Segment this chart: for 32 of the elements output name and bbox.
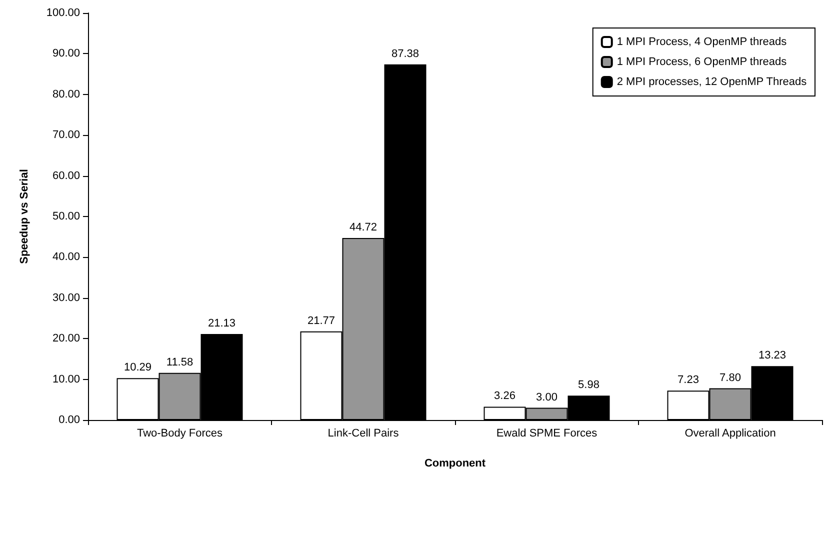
- x-tick-label: Link-Cell Pairs: [328, 428, 400, 440]
- y-tick-label: 30.00: [52, 292, 80, 304]
- x-tick-label: Two-Body Forces: [136, 428, 224, 440]
- y-tick-label: 90.00: [52, 48, 80, 60]
- x-tick-label: Ewald SPME Forces: [496, 428, 598, 440]
- data-label: 13.23: [758, 350, 786, 362]
- data-label: 21.13: [208, 318, 236, 330]
- y-tick-label: 100.00: [46, 7, 80, 19]
- data-label: 11.58: [166, 356, 194, 368]
- y-tick-label: 10.00: [52, 373, 80, 386]
- y-tick-label: 50.00: [52, 210, 80, 222]
- data-label: 7.23: [678, 374, 699, 386]
- data-label: 44.72: [349, 221, 378, 234]
- data-label: 5.98: [578, 379, 600, 392]
- y-tick-label: 40.00: [52, 251, 80, 264]
- y-tick-label: 0.00: [58, 414, 80, 426]
- legend-label: 1 MPI Process, 4 OpenMP threads: [616, 36, 788, 48]
- y-tick-label: 20.00: [52, 332, 80, 345]
- data-label: 3.00: [536, 391, 558, 404]
- data-label: 87.38: [391, 48, 420, 60]
- y-tick-label: 80.00: [52, 88, 80, 100]
- data-label: 7.80: [720, 372, 741, 384]
- data-label: 10.29: [124, 362, 152, 374]
- data-label: 3.26: [494, 390, 516, 402]
- x-axis-title: Component: [424, 458, 486, 470]
- y-tick-label: 70.00: [52, 129, 80, 142]
- x-tick-label: Overall Application: [684, 428, 776, 440]
- data-label: 21.77: [307, 314, 336, 327]
- legend-label: 1 MPI Process, 6 OpenMP threads: [616, 56, 788, 68]
- y-tick-label: 60.00: [52, 170, 80, 182]
- y-axis-title: Speedup vs Serial: [18, 169, 30, 264]
- legend-label: 2 MPI processes, 12 OpenMP Threads: [616, 76, 808, 88]
